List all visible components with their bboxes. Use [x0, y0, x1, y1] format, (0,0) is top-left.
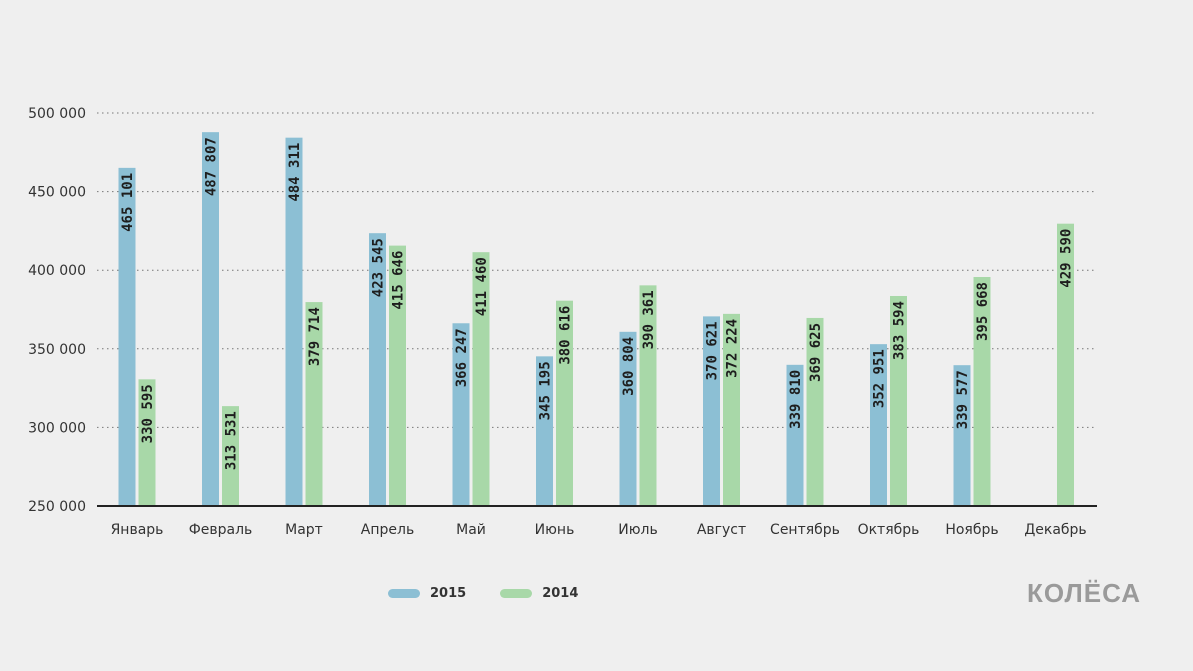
x-category-label: Июнь	[535, 522, 575, 538]
bar-2015	[118, 167, 136, 507]
data-label: 423 545	[371, 238, 387, 297]
bar-2014	[806, 317, 824, 506]
data-labels: 465 101 330 595 487 807 313 531 484 311 379 7…	[120, 137, 1075, 470]
legend-item-2014: 2014	[500, 586, 578, 601]
data-label: 411 460	[474, 257, 490, 316]
x-category-label: Январь	[111, 522, 164, 538]
legend-swatch-2015	[388, 589, 420, 598]
bar-2014	[472, 252, 490, 506]
bar-2014	[222, 406, 239, 506]
x-category-label: Декабрь	[1024, 522, 1086, 538]
data-label: 369 625	[808, 323, 824, 382]
y-tick-label: 300 000	[28, 420, 86, 436]
y-tick-label: 250 000	[28, 499, 86, 515]
bar-2014	[639, 285, 657, 506]
bar-2015	[452, 323, 470, 506]
bar-2015	[870, 344, 887, 506]
bar-2014	[973, 277, 991, 506]
legend-label-2015: 2015	[430, 586, 467, 601]
data-label: 330 595	[140, 384, 156, 443]
data-label: 487 807	[204, 137, 220, 196]
data-label: 360 804	[621, 337, 637, 396]
data-label: 415 646	[391, 251, 407, 310]
bar-2015	[285, 137, 303, 507]
bar-2015	[786, 364, 804, 506]
x-category-label: Апрель	[361, 522, 414, 538]
bars	[118, 132, 1074, 507]
legend-item-2015: 2015	[388, 586, 466, 601]
data-label: 366 247	[454, 328, 470, 387]
y-tick-label: 350 000	[28, 342, 86, 358]
legend-swatch-2014	[500, 589, 533, 598]
bar-2014	[556, 300, 573, 506]
bar-2014	[138, 379, 156, 506]
x-axis-categories: Январь Февраль Март Апрель Май Июнь Июль Август…	[111, 522, 1087, 538]
x-category-label: Октябрь	[858, 522, 920, 538]
x-category-label: Сентябрь	[770, 522, 840, 538]
bar-2014	[723, 313, 740, 506]
data-label: 429 590	[1059, 229, 1075, 288]
data-label: 484 311	[287, 143, 303, 202]
bar-2015	[536, 356, 553, 506]
bar-2015	[202, 132, 219, 506]
x-category-label: Ноябрь	[945, 522, 998, 538]
data-label: 313 531	[224, 411, 240, 470]
bar-2014	[1057, 223, 1074, 507]
data-label: 372 224	[725, 319, 741, 378]
data-label: 383 594	[892, 301, 908, 360]
gridlines	[97, 112, 1097, 428]
data-label: 379 714	[307, 307, 323, 366]
data-label: 395 668	[975, 282, 991, 341]
data-label: 465 101	[120, 173, 136, 232]
x-category-label: Март	[285, 522, 323, 538]
y-axis-ticks: 250 000 300 000 350 000 400 000 450 000 500 0…	[28, 106, 86, 515]
bar-2015	[953, 365, 971, 506]
y-tick-label: 450 000	[28, 185, 86, 201]
data-label: 345 195	[538, 361, 554, 420]
bar-2014	[389, 245, 406, 506]
bar-2015	[369, 233, 386, 506]
data-label: 339 810	[788, 370, 804, 429]
legend: 2015 2014	[388, 586, 578, 601]
bar-2015	[619, 331, 637, 506]
y-tick-label: 400 000	[28, 263, 86, 279]
data-label: 339 577	[955, 370, 971, 429]
brand-logo: КОЛЁСА	[1027, 578, 1141, 608]
y-tick-label: 500 000	[28, 106, 86, 122]
bar-2014	[890, 295, 907, 506]
bar-2014	[305, 302, 323, 506]
data-label: 390 361	[641, 290, 657, 349]
bar-2015	[703, 316, 720, 506]
x-category-label: Июль	[618, 522, 657, 538]
x-category-label: Август	[697, 522, 746, 538]
data-label: 352 951	[872, 349, 888, 408]
x-category-label: Май	[456, 522, 486, 538]
data-label: 380 616	[558, 306, 574, 365]
legend-label-2014: 2014	[542, 586, 579, 601]
data-label: 370 621	[705, 321, 721, 380]
x-category-label: Февраль	[189, 522, 253, 538]
